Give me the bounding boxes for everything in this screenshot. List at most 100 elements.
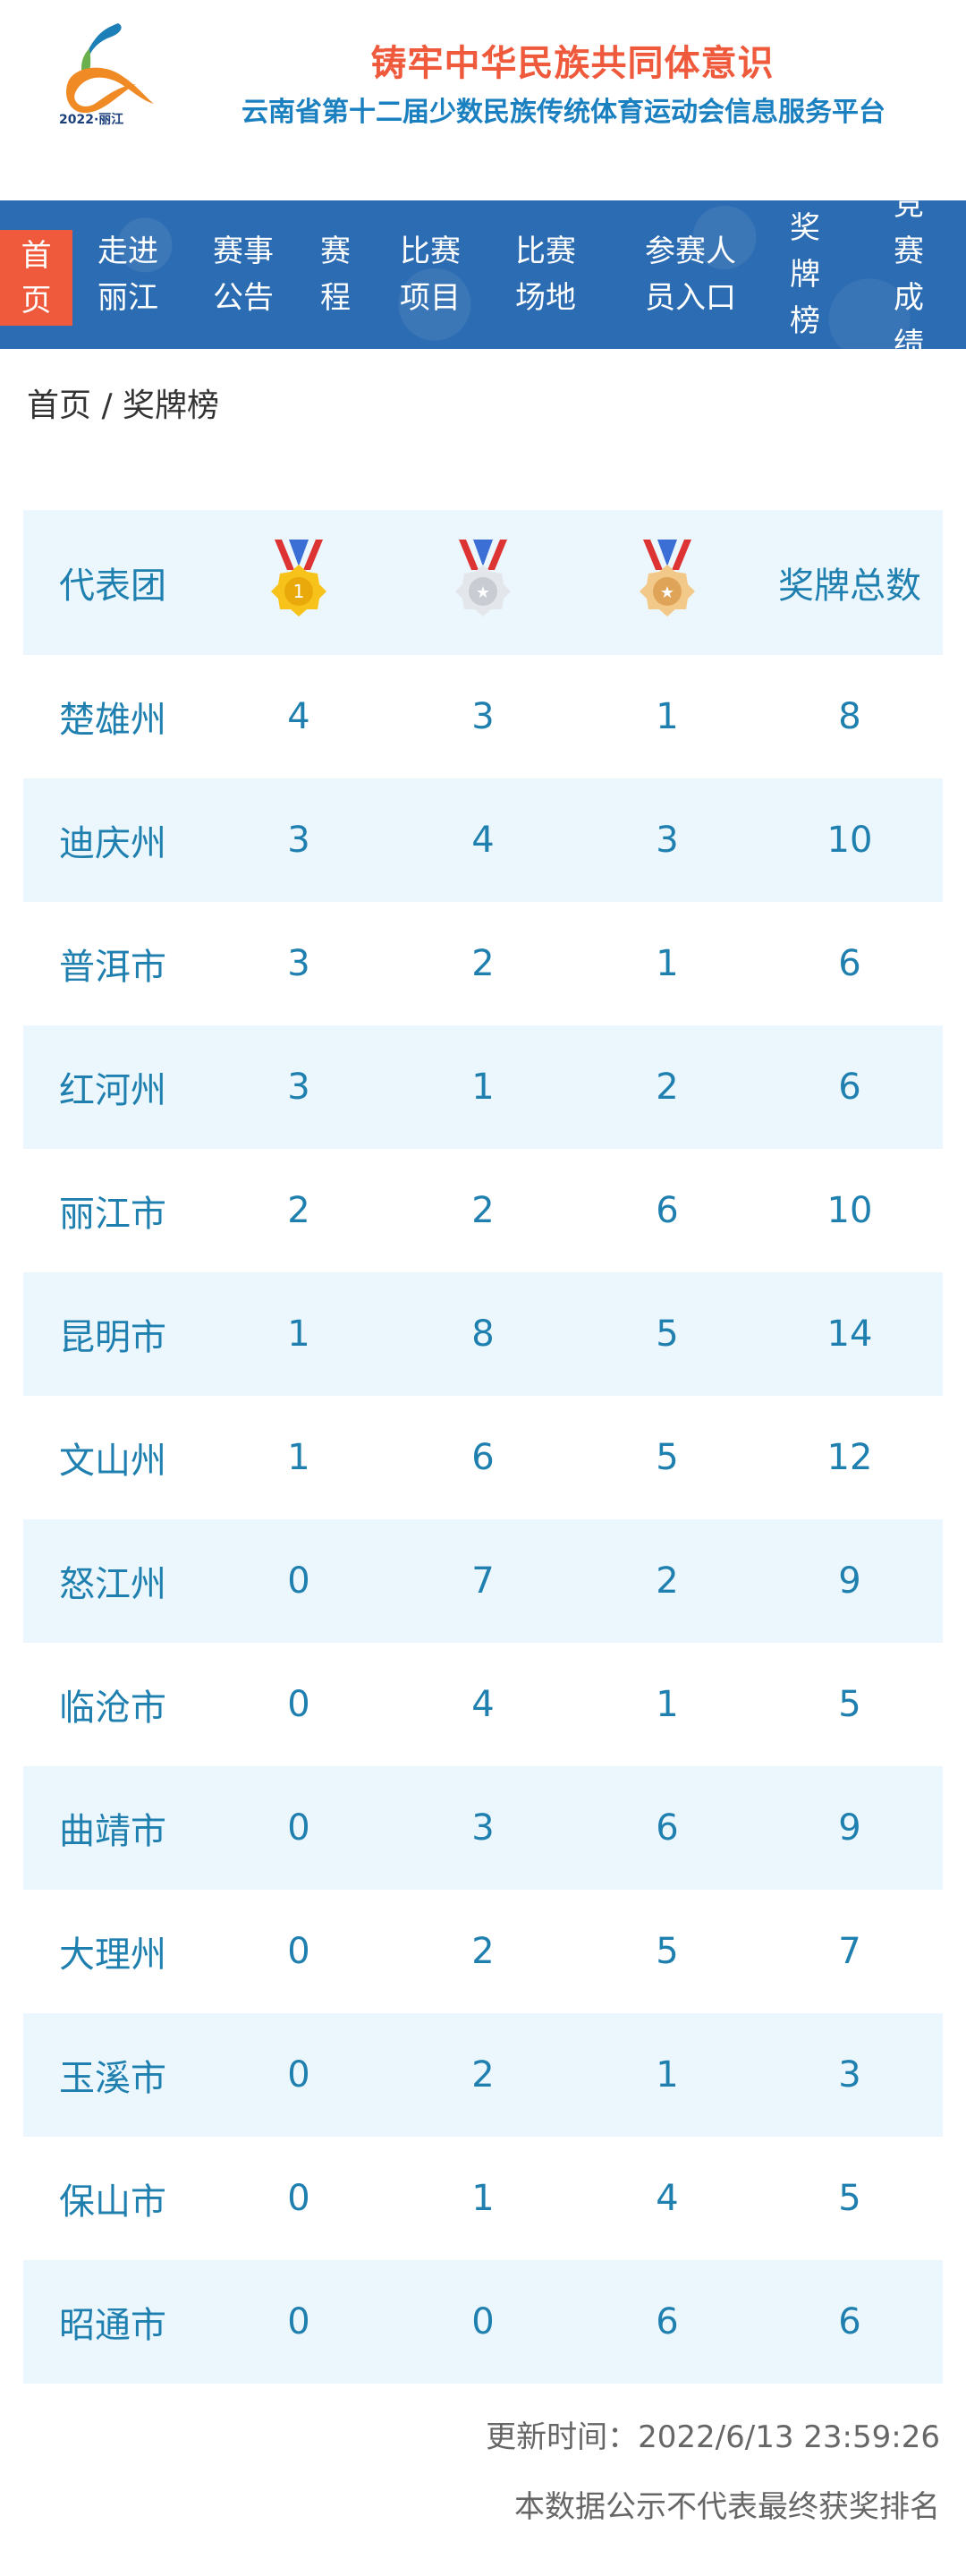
bronze-count: 6 <box>656 1190 679 1231</box>
bronze-count: 4 <box>656 2178 679 2219</box>
table-row: 玉溪市 0 2 1 3 <box>23 2013 943 2137</box>
bronze-count: 6 <box>656 2301 679 2342</box>
nav-participants[interactable]: 参赛人 员入口 <box>645 234 736 316</box>
svg-text:2022·丽江: 2022·丽江 <box>59 112 123 127</box>
total-count: 6 <box>838 2301 861 2342</box>
silver-count: 8 <box>471 1314 495 1355</box>
bronze-count: 6 <box>656 1807 679 1849</box>
total-count: 8 <box>838 696 861 737</box>
gold-count: 1 <box>287 1437 310 1478</box>
bronze-count: 2 <box>656 1067 679 1108</box>
table-row: 楚雄州 4 3 1 8 <box>23 655 943 778</box>
gold-count: 0 <box>287 1684 310 1725</box>
total-count: 10 <box>826 820 873 861</box>
gold-count: 3 <box>287 1067 310 1108</box>
table-row: 大理州 0 2 5 7 <box>23 1890 943 2013</box>
table-row: 红河州 3 1 2 6 <box>23 1025 943 1149</box>
silver-count: 2 <box>471 2054 495 2096</box>
nav-results[interactable]: 竞赛 成绩 <box>894 187 924 362</box>
total-count: 3 <box>838 2054 861 2096</box>
team-name: 玉溪市 <box>59 2058 166 2099</box>
team-name: 保山市 <box>59 2181 166 2223</box>
team-name: 普洱市 <box>59 947 166 988</box>
nav-medal-table[interactable]: 奖 牌 榜 <box>790 210 820 339</box>
header-team: 代表团 <box>59 565 166 607</box>
silver-count: 2 <box>471 943 495 984</box>
nav-events[interactable]: 比赛 项目 <box>400 234 461 316</box>
team-name: 文山州 <box>59 1441 166 1482</box>
bronze-count: 1 <box>656 1684 679 1725</box>
main-nav: 首 页 走进 丽江 赛事 公告 赛 程 比赛 项目 比赛 场地 参赛人 员入口 … <box>0 187 966 362</box>
svg-text:1: 1 <box>293 581 305 602</box>
gold-count: 3 <box>287 820 310 861</box>
silver-count: 4 <box>471 820 495 861</box>
team-name: 曲靖市 <box>59 1811 166 1852</box>
gold-count: 1 <box>287 1314 310 1355</box>
team-name: 楚雄州 <box>59 700 166 741</box>
team-name: 迪庆州 <box>59 823 166 864</box>
gold-count: 0 <box>287 2054 310 2096</box>
total-count: 5 <box>838 2178 861 2219</box>
gold-count: 0 <box>287 1560 310 1602</box>
games-logo: 2022·丽江 <box>59 23 154 127</box>
team-name: 临沧市 <box>59 1688 166 1729</box>
bronze-count: 2 <box>656 1560 679 1602</box>
total-count: 12 <box>826 1437 873 1478</box>
table-row: 昭通市 0 0 6 6 <box>23 2260 943 2384</box>
total-count: 6 <box>838 1067 861 1108</box>
table-row: 文山州 1 6 5 12 <box>23 1396 943 1519</box>
team-name: 怒江州 <box>59 1564 166 1605</box>
total-count: 6 <box>838 943 861 984</box>
table-row: 丽江市 2 2 6 10 <box>23 1149 943 1272</box>
silver-count: 2 <box>471 1190 495 1231</box>
gold-count: 3 <box>287 943 310 984</box>
bronze-count: 5 <box>656 1314 679 1355</box>
gold-count: 0 <box>287 2301 310 2342</box>
nav-about-lijiang[interactable]: 走进 丽江 <box>97 234 158 316</box>
medal-table: 代表团 1 ★ ★ 奖牌总数 楚雄州 4 3 1 8 迪庆州 3 4 3 10 普洱市 3 2 1 6 红河州… <box>23 510 943 2384</box>
gold-count: 4 <box>287 696 310 737</box>
table-row: 曲靖市 0 3 6 9 <box>23 1766 943 1890</box>
team-name: 红河州 <box>59 1070 166 1111</box>
table-row: 昆明市 1 8 5 14 <box>23 1272 943 1396</box>
silver-count: 3 <box>471 1807 495 1849</box>
team-name: 丽江市 <box>59 1194 166 1235</box>
nav-venues[interactable]: 比赛 场地 <box>515 234 576 316</box>
platform-title: 云南省第十二届少数民族传统体育运动会信息服务平台 <box>242 97 886 128</box>
update-time: 更新时间：2022/6/13 23:59:26 <box>486 2419 940 2455</box>
gold-count: 0 <box>287 1807 310 1849</box>
breadcrumb: 首页 / 奖牌榜 <box>27 387 220 424</box>
bronze-count: 1 <box>656 2054 679 2096</box>
silver-count: 0 <box>471 2301 495 2342</box>
total-count: 9 <box>838 1807 861 1849</box>
disclaimer: 本数据公示不代表最终获奖排名 <box>514 2489 940 2525</box>
bronze-count: 5 <box>656 1931 679 1972</box>
total-count: 14 <box>826 1314 873 1355</box>
nav-announcements[interactable]: 赛事 公告 <box>213 234 274 316</box>
nav-schedule[interactable]: 赛 程 <box>320 234 351 316</box>
silver-count: 6 <box>471 1437 495 1478</box>
silver-count: 2 <box>471 1931 495 1972</box>
silver-count: 1 <box>471 2178 495 2219</box>
total-count: 5 <box>838 1684 861 1725</box>
total-count: 9 <box>838 1560 861 1602</box>
total-count: 10 <box>826 1190 873 1231</box>
total-count: 7 <box>838 1931 861 1972</box>
table-row: 临沧市 0 4 1 5 <box>23 1643 943 1766</box>
silver-medal-icon: ★ <box>452 540 514 625</box>
bronze-count: 1 <box>656 943 679 984</box>
table-row: 怒江州 0 7 2 9 <box>23 1519 943 1643</box>
gold-count: 0 <box>287 2178 310 2219</box>
bronze-count: 5 <box>656 1437 679 1478</box>
silver-count: 7 <box>471 1560 495 1602</box>
silver-count: 1 <box>471 1067 495 1108</box>
silver-count: 4 <box>471 1684 495 1725</box>
table-row: 普洱市 3 2 1 6 <box>23 902 943 1025</box>
table-row: 保山市 0 1 4 5 <box>23 2137 943 2260</box>
header-total: 奖牌总数 <box>778 565 921 607</box>
svg-text:★: ★ <box>660 583 674 602</box>
gold-count: 0 <box>287 1931 310 1972</box>
team-name: 昆明市 <box>59 1317 166 1358</box>
svg-text:★: ★ <box>476 583 490 602</box>
nav-home[interactable]: 首 页 <box>0 230 72 326</box>
